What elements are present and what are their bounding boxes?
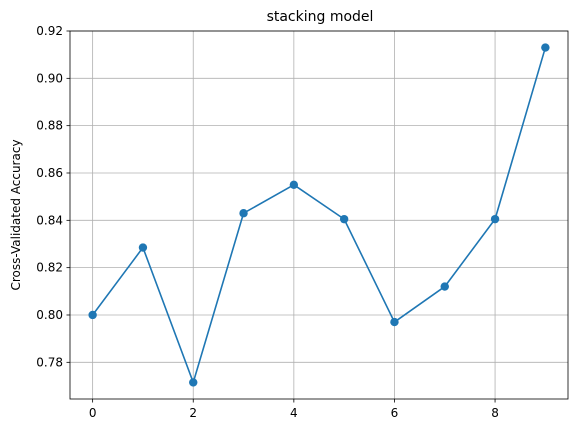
grid-lines [70,30,568,399]
data-point [189,378,198,387]
data-point [138,243,148,252]
data-point [339,214,349,224]
x-tick-label: 0 [89,406,97,420]
y-axis-label: Cross-Validated Accuracy [9,139,23,290]
y-tick-label: 0.80 [36,308,63,322]
data-point [88,310,97,320]
y-tick-label: 0.90 [36,71,63,85]
series-line [91,47,547,384]
y-tick-label: 0.78 [36,355,63,369]
y-tick-label: 0.82 [36,261,63,275]
x-tick-label: 6 [391,406,399,420]
data-point [440,282,449,291]
x-tick-label: 8 [491,406,499,420]
data-point [390,317,399,327]
y-tick-label: 0.86 [36,166,63,180]
chart-title: stacking model [267,9,374,25]
data-point [289,180,299,190]
y-tick-label: 0.88 [36,119,63,133]
x-axis: 0 2 4 6 8 [89,399,499,420]
series-layer [88,43,550,387]
y-axis: 0.78 0.80 0.82 0.84 0.86 0.88 0.90 0.92 [36,24,70,369]
data-point [239,209,248,218]
data-point [490,214,500,224]
y-tick-label: 0.84 [36,213,63,227]
y-tick-label: 0.92 [36,24,63,38]
x-tick-label: 4 [290,406,298,420]
x-tick-label: 2 [189,406,197,420]
data-point [541,43,550,52]
plot-frame [69,30,569,400]
